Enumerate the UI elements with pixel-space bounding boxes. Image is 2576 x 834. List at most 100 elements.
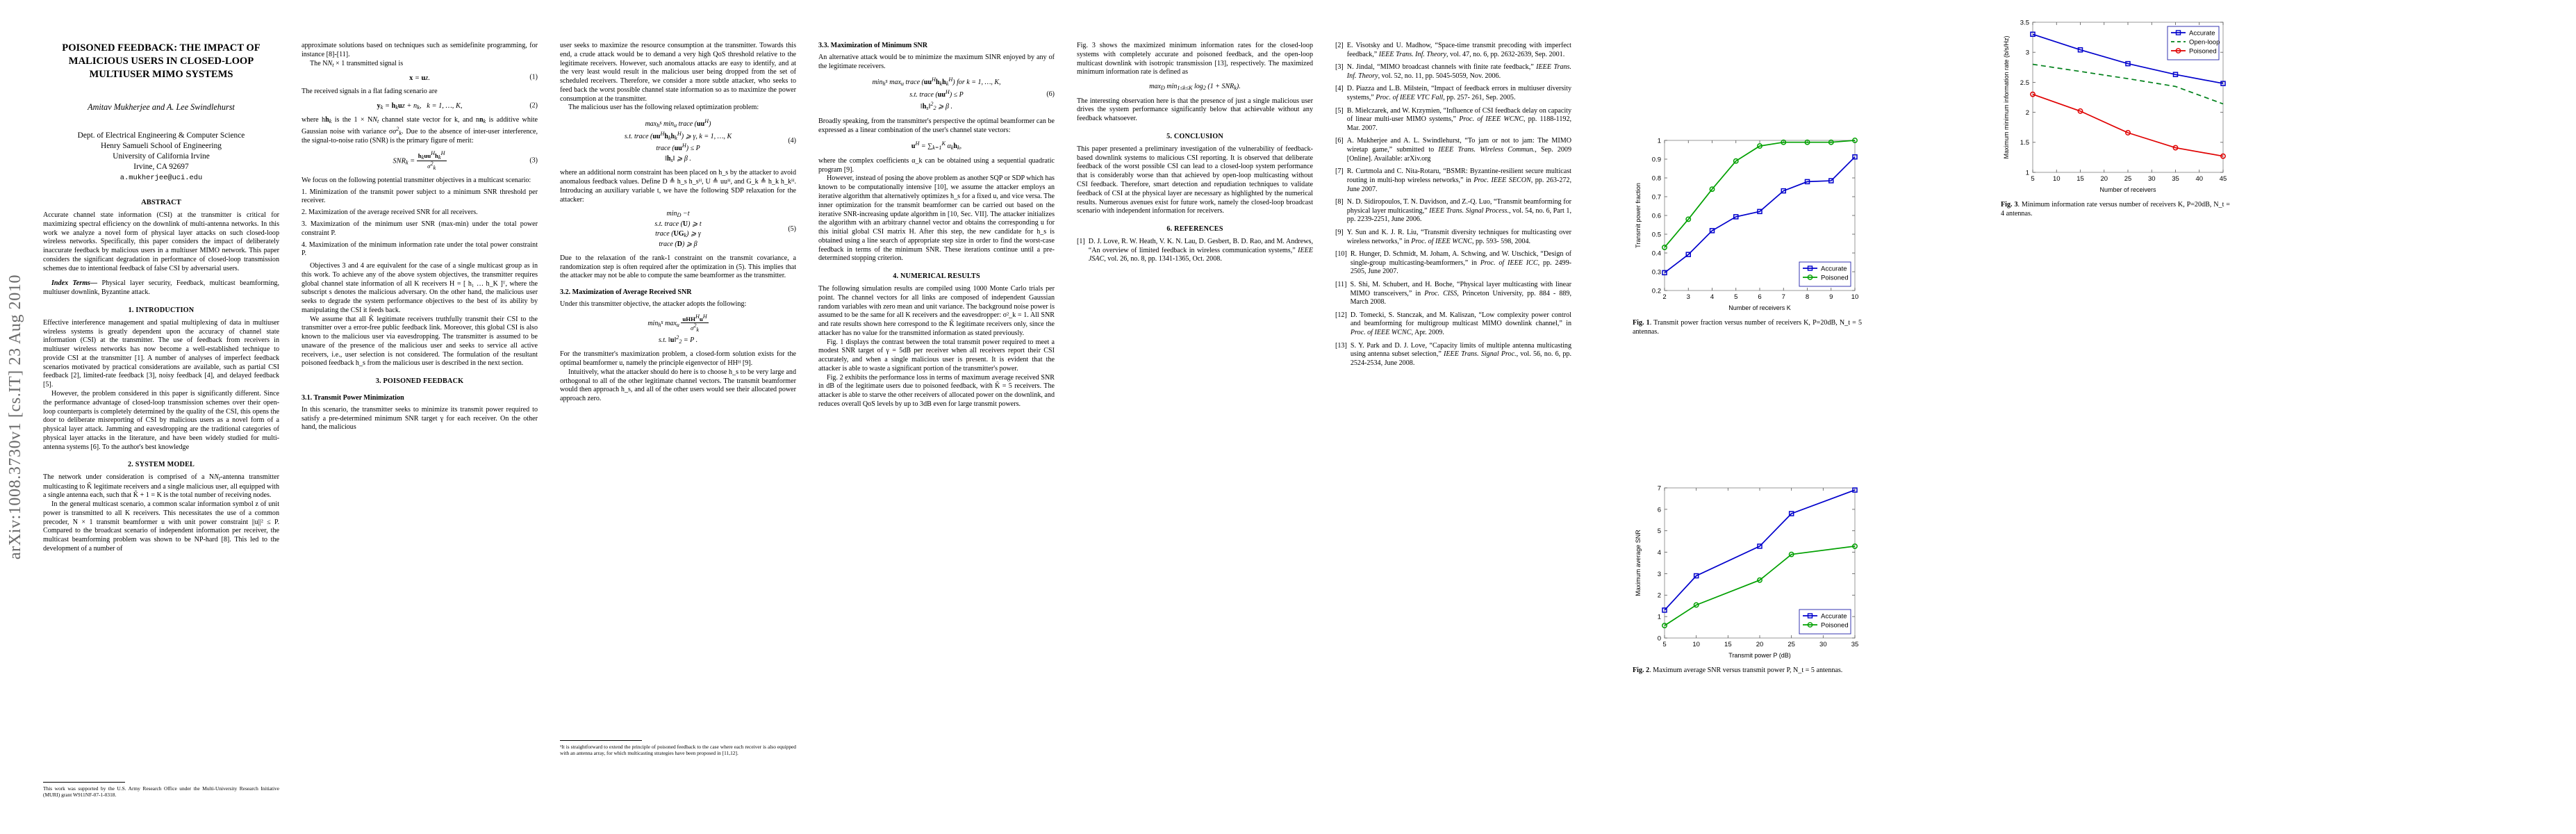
svg-text:Number of receivers K: Number of receivers K bbox=[1728, 304, 1791, 311]
column-3: user seeks to maximize the resource cons… bbox=[560, 42, 796, 404]
equation-2: yk = hkuz + nk, k = 1, …, K, (2) bbox=[377, 101, 538, 111]
reference-item: [2] E. Visotsky and U. Madhow, “Space-tim… bbox=[1335, 42, 1571, 59]
reference-item: [1] D. J. Love, R. W. Heath, V. K. N. Lau… bbox=[1077, 238, 1313, 264]
section-heading-poisoned-feedback: 3. POISONED FEEDBACK bbox=[375, 377, 464, 386]
svg-text:Number of receivers: Number of receivers bbox=[2099, 186, 2156, 193]
svg-text:15: 15 bbox=[2077, 175, 2084, 183]
svg-text:5: 5 bbox=[1734, 293, 1737, 301]
svg-text:20: 20 bbox=[1756, 641, 1764, 648]
column-6-references: [2] E. Visotsky and U. Madhow, “Space-tim… bbox=[1335, 42, 1571, 373]
equation-4: maxhs minu trace (uuH) s.t. trace (uuHhk… bbox=[624, 118, 796, 163]
equation-3: SNRk = hkuuHhkH σ2k (3) bbox=[393, 149, 538, 172]
column-4: 3.3. Maximization of Minimum SNR An alte… bbox=[818, 42, 1055, 409]
svg-text:Transmit power P (dB): Transmit power P (dB) bbox=[1728, 652, 1791, 659]
footnote-2-rule bbox=[560, 739, 642, 741]
svg-text:0.8: 0.8 bbox=[1652, 174, 1661, 182]
figure-1-caption: Fig. 1. Transmit power fraction versus n… bbox=[1633, 319, 1862, 336]
svg-text:0.3: 0.3 bbox=[1652, 268, 1661, 276]
figure-3-caption-label: Fig. 3 bbox=[2001, 201, 2018, 208]
equation-3-number: (3) bbox=[529, 156, 538, 165]
svg-text:5: 5 bbox=[1662, 641, 1666, 648]
col4-paragraph-4: However, instead of posing the above pro… bbox=[818, 174, 1055, 263]
equation-5: minD −t s.t. trace (U) ⩾ t trace (UGk) ⩾… bbox=[654, 210, 796, 248]
sysmodel-paragraph-1: The network under consideration is compr… bbox=[43, 473, 279, 500]
reference-number: [2] bbox=[1335, 42, 1344, 49]
svg-text:Poisoned: Poisoned bbox=[2189, 47, 2217, 55]
svg-text:40: 40 bbox=[2195, 175, 2203, 183]
reference-number: [1] bbox=[1077, 237, 1085, 245]
svg-text:35: 35 bbox=[2172, 175, 2179, 183]
svg-text:Accurate: Accurate bbox=[1821, 612, 1847, 620]
section-heading-system-model: 2. SYSTEM MODEL bbox=[127, 461, 195, 469]
col3-sub2-paragraph-3: Intuitively, what the attacker should do… bbox=[560, 368, 796, 403]
svg-text:2: 2 bbox=[1658, 592, 1661, 600]
section-heading-conclusion: 5. CONCLUSION bbox=[1166, 133, 1223, 140]
reference-number: [13] bbox=[1335, 341, 1347, 350]
objective-item-3: 3. Maximization of the minimum user SNR … bbox=[302, 220, 538, 237]
svg-text:10: 10 bbox=[2053, 175, 2061, 183]
col3-paragraph-2: The malicious user has the following rel… bbox=[568, 104, 759, 112]
reference-number: [10] bbox=[1335, 250, 1347, 259]
equation-2-number: (2) bbox=[529, 101, 538, 110]
reference-text: E. Visotsky and U. Madhow, “Space-time t… bbox=[1346, 42, 1571, 58]
equation-rate: maxD min1≤k≤K log2 (1 + SNRk). bbox=[1149, 83, 1241, 92]
reference-number: [9] bbox=[1335, 228, 1344, 236]
svg-text:5: 5 bbox=[2031, 175, 2034, 183]
svg-text:0.2: 0.2 bbox=[1652, 287, 1661, 295]
figure-1-plot: 2 3 4 5 6 7 8 9 10 0.2 0.3 0.4 0.5 0.6 0.7 0.8 0.9 1 Numbe… bbox=[1635, 137, 1859, 311]
page-title: POISONED FEEDBACK: THE IMPACT OF MALICIO… bbox=[62, 42, 261, 80]
svg-text:0.9: 0.9 bbox=[1652, 156, 1661, 163]
reference-number: [8] bbox=[1335, 198, 1344, 206]
footnote-rule bbox=[43, 781, 125, 783]
conclusion-paragraph: This paper presented a preliminary inves… bbox=[1077, 145, 1313, 215]
figure-3-caption: Fig. 3. Minimum information rate versus … bbox=[2001, 201, 2230, 218]
col2-p2b: × 1 transmitted signal is bbox=[333, 59, 404, 67]
sysmodel-p1b: -antenna transmitter multicasting to K̃ … bbox=[43, 473, 279, 500]
col2-paragraph-3: The received signals in a flat fading sc… bbox=[302, 88, 438, 96]
svg-text:8: 8 bbox=[1806, 293, 1809, 301]
svg-text:Poisoned: Poisoned bbox=[1821, 274, 1849, 281]
figure-1: 2 3 4 5 6 7 8 9 10 0.2 0.3 0.4 0.5 0.6 0.7 0.8 0.9 1 Numbe… bbox=[1633, 132, 1862, 336]
svg-text:1: 1 bbox=[1658, 614, 1661, 621]
subsection-heading-avg-received-snr: 3.2. Maximization of Average Received SN… bbox=[560, 288, 692, 297]
reference-item: [12] D. Tomecki, S. Stanczak, and M. Kali… bbox=[1335, 311, 1571, 338]
equation-unnumbered-avg-snr: minhs maxu uHHHuH σ2k s.t. ‖u‖22 = P . bbox=[647, 313, 709, 345]
reference-text: S. Shi, M. Schubert, and H. Boche, “Phys… bbox=[1350, 281, 1571, 306]
svg-text:10: 10 bbox=[1851, 293, 1859, 301]
svg-text:3: 3 bbox=[1687, 293, 1690, 301]
svg-text:2.5: 2.5 bbox=[2020, 79, 2029, 87]
section-heading-numerical-results: 4. NUMERICAL RESULTS bbox=[893, 272, 980, 281]
column-2: approximate solutions based on technique… bbox=[302, 42, 538, 432]
figure-2-caption-text: . Maximum average SNR versus transmit po… bbox=[1649, 667, 1843, 674]
svg-text:2: 2 bbox=[2026, 109, 2029, 117]
poisoned-sub1-paragraph: In this scenario, the transmitter seeks … bbox=[302, 405, 538, 432]
svg-text:Accurate: Accurate bbox=[2189, 29, 2215, 37]
subsection-heading-transmit-power-min: 3.1. Transmit Power Minimization bbox=[302, 394, 404, 402]
author-email: a.mukherjee@uci.edu bbox=[119, 173, 203, 182]
svg-text:9: 9 bbox=[1829, 293, 1833, 301]
svg-text:Transmit power fraction: Transmit power fraction bbox=[1635, 183, 1642, 248]
svg-text:10: 10 bbox=[1692, 641, 1700, 648]
col4-paragraph-2: Broadly speaking, from the transmitter's… bbox=[818, 117, 1055, 134]
reference-text: R. Curtmola and C. Nita-Rotaru, “BSMR: B… bbox=[1346, 167, 1571, 193]
index-terms-value: Physical layer security, Feedback, multi… bbox=[43, 279, 279, 297]
footnote-1: This work was supported by the U.S. Army… bbox=[43, 781, 279, 798]
figure-2-plot: 5 10 15 20 25 30 35 0 1 2 3 4 5 6 7 Transmit power P (d… bbox=[1635, 484, 1859, 659]
svg-text:15: 15 bbox=[1724, 641, 1732, 648]
reference-item: [7] R. Curtmola and C. Nita-Rotaru, “BSMR… bbox=[1335, 167, 1571, 194]
numerical-paragraph-3: Fig. 2 exhibits the performance loss in … bbox=[818, 373, 1055, 408]
reference-item: [5] B. Mielczarek, and W. Krzymien, “Infl… bbox=[1335, 107, 1571, 133]
svg-text:6: 6 bbox=[1758, 293, 1761, 301]
svg-text:35: 35 bbox=[1851, 641, 1859, 648]
objective-item-4: 4. Maximization of the minimum informati… bbox=[302, 240, 538, 258]
reference-text: B. Mielczarek, and W. Krzymien, “Influen… bbox=[1346, 106, 1572, 132]
references-list-part-1: [1] D. J. Love, R. W. Heath, V. K. N. Lau… bbox=[1077, 238, 1313, 264]
svg-text:Open-loop: Open-loop bbox=[2189, 38, 2220, 46]
col2-p4b: is the 1 × N bbox=[331, 116, 373, 124]
reference-text: R. Hunger, D. Schmidt, M. Joham, A. Schw… bbox=[1350, 250, 1571, 276]
svg-text:Maximum minimum information ra: Maximum minimum information rate (b/s/Hz… bbox=[2003, 35, 2010, 158]
reference-item: [4] D. Piazza and L.B. Milstein, “Impact … bbox=[1335, 85, 1571, 102]
column-5: Fig. 3 shows the maximized minimum infor… bbox=[1077, 42, 1313, 268]
figure-2-caption-label: Fig. 2 bbox=[1633, 667, 1650, 674]
svg-text:5: 5 bbox=[1658, 528, 1661, 535]
